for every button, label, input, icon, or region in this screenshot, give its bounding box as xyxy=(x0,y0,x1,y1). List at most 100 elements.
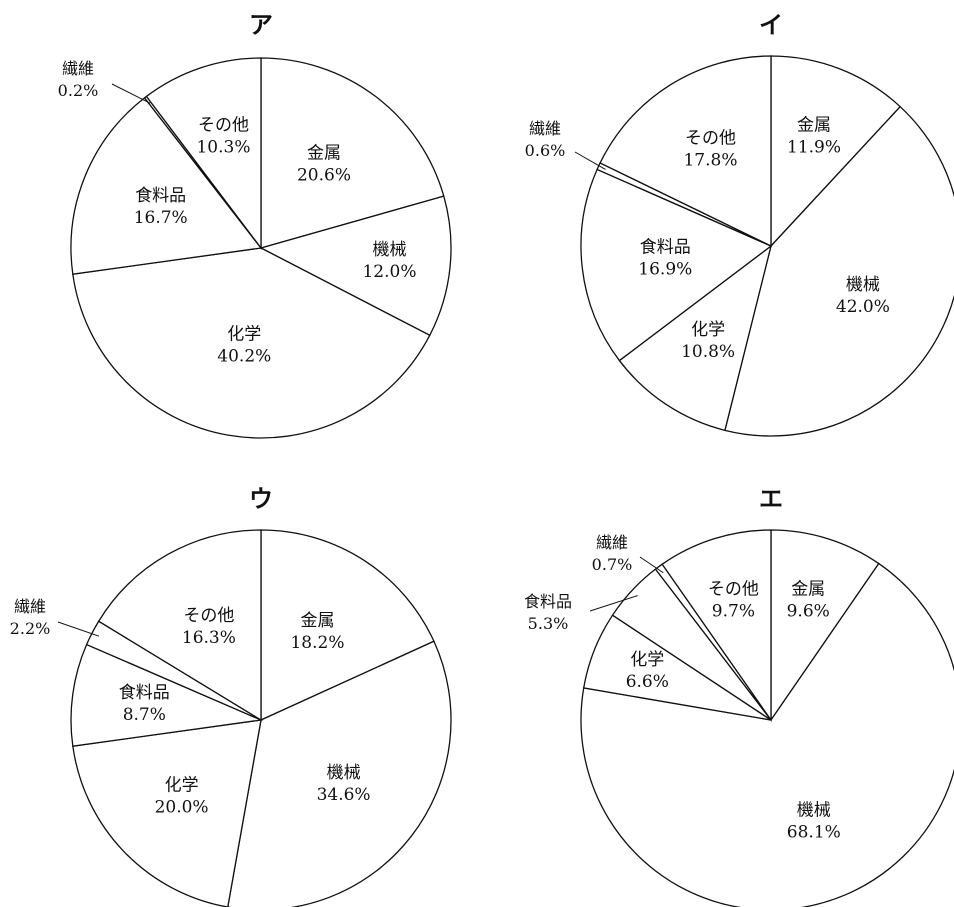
slice-category-label: 化学 xyxy=(630,650,664,670)
slice-label: 金属9.6% xyxy=(787,579,830,621)
slice-category-label: 機械 xyxy=(373,240,407,260)
slice-label: 繊維 0.6% xyxy=(525,119,566,160)
chart-title: エ xyxy=(759,485,783,513)
pie-slice-金属 xyxy=(770,529,880,723)
pie-chart-1: ア金属20.6%機械12.0%化学40.2%食料品16.7%繊維0.2%その他1… xyxy=(58,11,452,439)
slice-category-label: その他 xyxy=(198,115,249,135)
pie-slice-化学 xyxy=(618,244,773,432)
slice-category-label: 金属 xyxy=(301,611,335,631)
slice-value-label: 12.0% xyxy=(362,262,416,282)
pie-slice-化学 xyxy=(72,719,262,907)
slice-category-label: 食料品 xyxy=(640,237,691,257)
slice-value-label: 16.7% xyxy=(134,208,188,228)
leader-line xyxy=(111,83,151,104)
slice-value-label: 6.6% xyxy=(626,672,669,692)
slice-value-label: 17.8% xyxy=(683,150,737,170)
leader-line xyxy=(639,556,664,574)
slice-value-label: 20.6% xyxy=(297,166,351,186)
slice-category-label: 食料品 xyxy=(524,592,572,611)
pie-slice-その他 xyxy=(145,57,262,250)
slice-value-label: 42.0% xyxy=(836,297,890,317)
slice-value-label: 0.6% xyxy=(525,141,566,160)
slice-category-label: 金属 xyxy=(797,115,831,135)
slice-value-label: 34.6% xyxy=(317,785,371,805)
slice-value-label: 2.2% xyxy=(10,619,51,638)
pie-slice-食料品 xyxy=(580,168,773,362)
slice-value-label: 0.7% xyxy=(592,555,633,574)
slice-label: 化学6.6% xyxy=(626,650,669,692)
slice-category-label: 機械 xyxy=(797,801,831,821)
pie-chart-2: イ金属11.9%機械42.0%化学10.8%食料品16.9%繊維0.6%その他1… xyxy=(525,11,954,437)
slice-value-label: 16.9% xyxy=(638,259,692,279)
slice-category-label: 化学 xyxy=(691,320,725,340)
slice-category-label: 繊維 xyxy=(14,597,46,616)
pie-slice-機械 xyxy=(724,105,954,437)
pie-slice-食料品 xyxy=(70,643,264,747)
slice-category-label: 食料品 xyxy=(119,683,170,703)
pie-slice-金属 xyxy=(260,57,445,249)
chart-title: ウ xyxy=(249,485,273,513)
slice-value-label: 16.3% xyxy=(182,628,236,648)
slice-category-label: 金属 xyxy=(307,144,341,164)
pie-slice-その他 xyxy=(599,55,772,248)
leader-line xyxy=(589,595,638,612)
slice-value-label: 18.2% xyxy=(290,633,344,653)
slice-label: 繊維 2.2% xyxy=(10,597,51,638)
pie-slice-機械 xyxy=(227,640,452,907)
slice-category-label: 機械 xyxy=(846,275,880,295)
slice-category-label: その他 xyxy=(685,128,736,148)
slice-category-label: 繊維 xyxy=(62,59,94,78)
chart-title: ア xyxy=(249,11,273,39)
chart-title: イ xyxy=(759,11,783,39)
leader-line xyxy=(57,621,100,637)
slice-label: 繊維 0.7% xyxy=(592,533,633,574)
slice-category-label: その他 xyxy=(183,606,234,626)
slice-value-label: 0.2% xyxy=(58,81,99,100)
slice-category-label: 繊維 xyxy=(596,533,628,552)
slice-value-label: 8.7% xyxy=(123,705,166,725)
pie-slice-その他 xyxy=(661,529,772,723)
slice-value-label: 11.9% xyxy=(787,137,841,157)
slice-category-label: 化学 xyxy=(227,324,261,344)
slice-value-label: 40.2% xyxy=(217,346,271,366)
slice-value-label: 10.8% xyxy=(681,342,735,362)
slice-category-label: その他 xyxy=(708,579,759,599)
slice-label: 繊維 0.2% xyxy=(58,59,99,100)
slice-value-label: 9.6% xyxy=(787,601,830,621)
pie-slice-金属 xyxy=(770,55,902,248)
slice-value-label: 9.7% xyxy=(712,601,755,621)
pie-slice-機械 xyxy=(259,195,452,337)
pie-slice-化学 xyxy=(72,247,431,439)
slice-category-label: 食料品 xyxy=(135,186,186,206)
slice-value-label: 20.0% xyxy=(155,797,209,817)
slice-label: 食料品 5.3% xyxy=(524,592,572,633)
pie-slice-その他 xyxy=(97,529,262,722)
slice-value-label: 5.3% xyxy=(528,614,569,633)
slice-category-label: 化学 xyxy=(165,775,199,795)
slice-category-label: 金属 xyxy=(791,579,825,599)
slice-category-label: 繊維 xyxy=(529,119,561,138)
slice-value-label: 68.1% xyxy=(787,823,841,843)
pie-slice-食料品 xyxy=(70,96,263,275)
slice-value-label: 10.3% xyxy=(196,137,250,157)
